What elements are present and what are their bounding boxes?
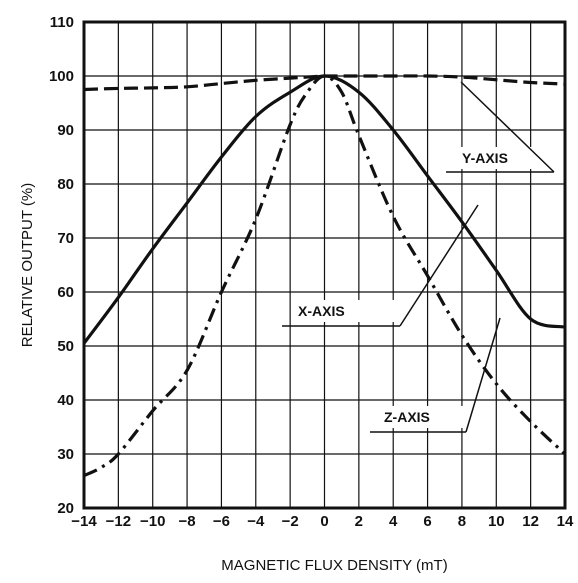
y-tick-label: 30 xyxy=(57,446,74,463)
x-tick-label: 12 xyxy=(522,513,539,530)
x-tick-label: 4 xyxy=(389,513,398,530)
y-tick-label: 100 xyxy=(49,68,74,85)
x-tick-label: −4 xyxy=(247,513,265,530)
y-tick-label: 20 xyxy=(57,500,74,517)
callout-y-axis: Y-AXIS xyxy=(446,81,556,173)
series-line-z-axis xyxy=(83,74,567,478)
x-tick-label: 14 xyxy=(557,513,574,530)
x-tick-label: −14 xyxy=(71,513,97,530)
y-tick-label: 70 xyxy=(57,230,74,247)
tick-labels: −14 −12 −10 −8 −6 −4 −2 0 2 4 6 8 10 12 14 20 30 40 50 60 70… xyxy=(49,14,574,530)
callout-x-axis: X-AXIS xyxy=(282,204,479,327)
series-callouts: Y-AXIS X-AXIS Z-AXIS xyxy=(282,81,556,433)
series-label: X-AXIS xyxy=(298,303,345,319)
x-tick-label: −8 xyxy=(179,513,196,530)
series-lines xyxy=(82,74,567,478)
x-axis-title: MAGNETIC FLUX DENSITY (mT) xyxy=(221,557,447,574)
y-tick-label: 40 xyxy=(57,392,74,409)
x-tick-label: 10 xyxy=(488,513,505,530)
callout-leader xyxy=(460,81,555,173)
callout-bg xyxy=(378,406,466,428)
series-label: Z-AXIS xyxy=(384,409,430,425)
y-tick-label: 50 xyxy=(57,338,74,355)
x-tick-label: 2 xyxy=(355,513,363,530)
x-tick-label: −2 xyxy=(282,513,299,530)
callout-bg xyxy=(456,147,556,169)
x-tick-label: 0 xyxy=(320,513,328,530)
x-tick-label: 6 xyxy=(423,513,431,530)
callout-z-axis: Z-AXIS xyxy=(370,317,501,433)
x-tick-label: 8 xyxy=(458,513,466,530)
series-label: Y-AXIS xyxy=(462,150,508,166)
callout-leader xyxy=(465,317,501,433)
x-tick-label: −6 xyxy=(213,513,230,530)
y-tick-label: 90 xyxy=(57,122,74,139)
x-tick-label: −10 xyxy=(140,513,165,530)
callout-leader xyxy=(399,204,479,327)
x-tick-label: −12 xyxy=(106,513,131,530)
plot-frame xyxy=(82,20,567,510)
y-axis-title: RELATIVE OUTPUT (%) xyxy=(19,183,36,347)
y-tick-label: 80 xyxy=(57,176,74,193)
y-tick-label: 60 xyxy=(57,284,74,301)
y-tick-label: 110 xyxy=(50,14,74,31)
callout-bg xyxy=(292,300,402,322)
